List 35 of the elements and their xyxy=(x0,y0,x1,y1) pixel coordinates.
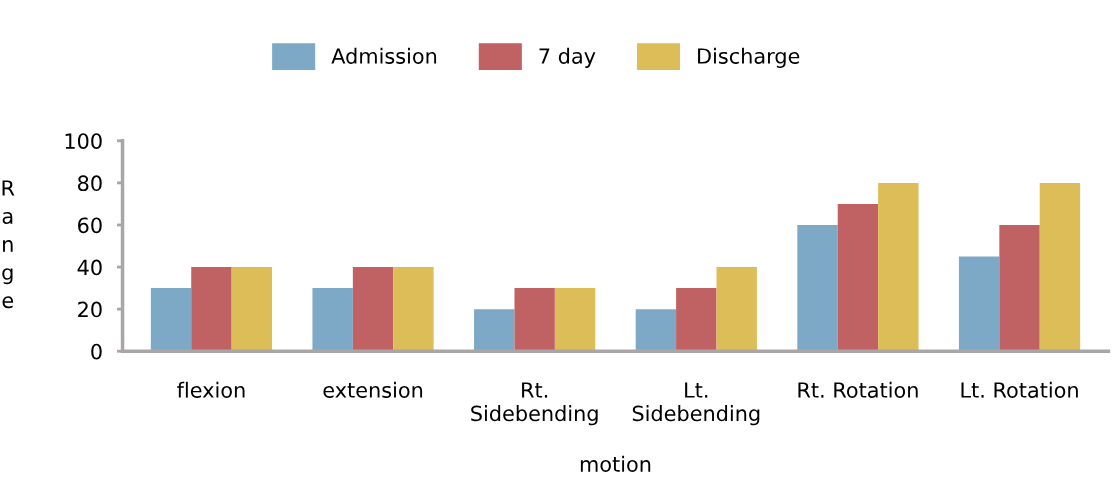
y-tick-label: 80 xyxy=(78,175,102,192)
x-tick-label: Lt. Rotation xyxy=(961,381,1078,398)
bar xyxy=(635,309,677,352)
y-tick-label: 0 xyxy=(91,343,102,360)
legend-label: Discharge xyxy=(698,47,800,68)
y-tick-label: 60 xyxy=(78,217,102,234)
y-tick-label: 20 xyxy=(78,301,102,318)
bar xyxy=(716,267,757,352)
bar xyxy=(352,267,394,352)
legend-label: Admission xyxy=(331,47,437,64)
x-tick-label: extension xyxy=(323,381,423,398)
y-axis-title: Range xyxy=(2,180,15,309)
bar xyxy=(231,267,273,352)
bar xyxy=(150,288,192,352)
bar xyxy=(514,288,555,352)
bar xyxy=(312,288,353,352)
x-tick-label: Lt. Sidebending xyxy=(632,382,760,426)
bar xyxy=(191,267,232,352)
bar xyxy=(878,182,919,352)
bar xyxy=(474,309,515,352)
y-tick-label: 40 xyxy=(77,259,102,276)
bar xyxy=(797,224,838,352)
y-tick-label: 100 xyxy=(65,133,102,149)
bar xyxy=(676,288,717,352)
bar xyxy=(837,203,879,352)
legend-label: 7 day xyxy=(539,47,596,68)
x-axis-title: motion xyxy=(580,455,651,472)
bar xyxy=(999,224,1040,352)
x-tick-label: Rt. Sidebending xyxy=(471,382,598,426)
bar xyxy=(1039,182,1081,352)
x-tick-label: Rt. Rotation xyxy=(798,381,918,398)
bar xyxy=(393,267,434,352)
bar xyxy=(554,288,596,352)
x-tick-label: flexion xyxy=(177,381,245,398)
bar xyxy=(958,256,1000,352)
